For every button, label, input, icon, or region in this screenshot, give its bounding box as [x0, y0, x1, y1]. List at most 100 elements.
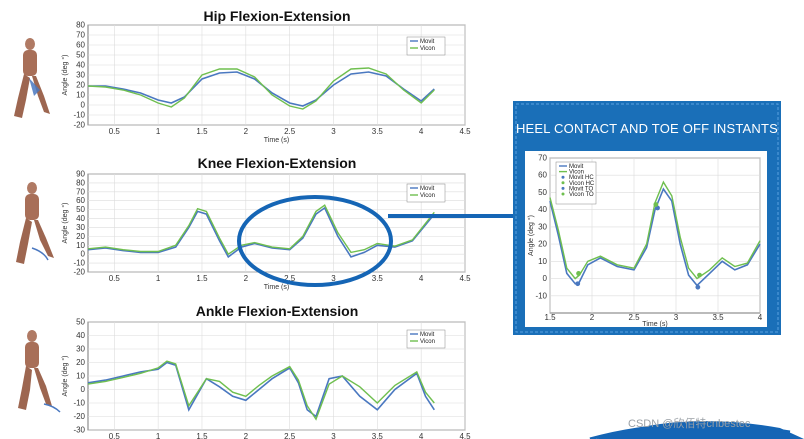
chart-knee: Knee Flexion-Extension -20-1001020304050… — [61, 155, 471, 291]
xtick-label-ankle-4: 2.5 — [284, 432, 296, 439]
series-line-hip-vicon — [87, 67, 435, 110]
legend-label-knee-1: Vicon — [420, 193, 435, 199]
legend-label-knee-0: Movit — [420, 186, 435, 192]
marker-movit-to-1 — [695, 284, 701, 290]
legend-label-hip-0: Movit — [420, 39, 435, 45]
xtick-label-ankle-0: 0.5 — [109, 432, 121, 439]
xtick-label-hip-0: 0.5 — [109, 127, 121, 136]
ytick-label-hip-0: -20 — [73, 121, 85, 130]
xtick-label-knee-1: 1 — [156, 274, 161, 283]
ytick-label-ankle-6: 30 — [76, 345, 85, 354]
plot-area-knee — [87, 173, 466, 273]
legend-marker-label-zoom-1: Vicon HC — [569, 181, 595, 187]
ytick-label-hip-10: 80 — [76, 21, 85, 30]
xtick-label-knee-4: 2.5 — [284, 274, 296, 283]
human-figure-hip — [14, 38, 50, 118]
xtick-label-hip-2: 1.5 — [196, 127, 208, 136]
ytick-label-hip-4: 20 — [76, 81, 85, 90]
marker-vicon-hc-0 — [653, 202, 659, 207]
ytick-label-ankle-0: -30 — [73, 426, 85, 435]
legend-label-hip-1: Vicon — [420, 46, 435, 52]
xtick-label-ankle-2: 1.5 — [196, 432, 208, 439]
ytick-label-knee-9: 70 — [76, 187, 85, 196]
ytick-label-zoom-1: 0 — [543, 274, 548, 283]
ytick-label-zoom-6: 50 — [538, 188, 547, 197]
legend-marker-zoom-2 — [561, 186, 565, 190]
xtick-label-hip-5: 3 — [331, 127, 336, 136]
xtick-label-knee-3: 2 — [244, 274, 249, 283]
ytick-label-hip-2: 0 — [81, 101, 86, 110]
ytick-label-ankle-8: 50 — [76, 318, 85, 327]
ytick-label-knee-10: 80 — [76, 178, 85, 187]
chart-ankle: Ankle Flexion-Extension -30-20-100102030… — [61, 303, 471, 439]
ytick-label-knee-11: 90 — [76, 170, 85, 179]
zoom-panel-title: HEEL CONTACT AND TOE OFF INSTANTS — [516, 121, 778, 136]
ytick-label-knee-4: 20 — [76, 232, 85, 241]
ytick-label-zoom-5: 40 — [538, 205, 547, 214]
xtick-label-hip-8: 4.5 — [459, 127, 471, 136]
ylabel-hip: Angle (deg °) — [61, 55, 69, 96]
xtick-label-zoom-1: 2 — [590, 313, 595, 322]
ytick-label-hip-9: 70 — [76, 31, 85, 40]
xtick-label-hip-7: 4 — [419, 127, 424, 136]
ytick-label-ankle-7: 40 — [76, 331, 85, 340]
ytick-label-ankle-1: -20 — [73, 412, 85, 421]
xlabel-zoom: Time (s) — [642, 321, 667, 328]
xtick-label-ankle-7: 4 — [419, 432, 424, 439]
ytick-label-hip-7: 50 — [76, 51, 85, 60]
ytick-label-zoom-8: 70 — [538, 154, 547, 163]
ytick-label-knee-0: -20 — [73, 268, 85, 277]
chart-hip: Hip Flexion-Extension -20-10010203040506… — [61, 8, 471, 144]
legend-label-zoom-1: Vicon — [569, 170, 584, 176]
ylabel-knee: Angle (deg °) — [61, 203, 69, 244]
ytick-label-knee-7: 50 — [76, 205, 85, 214]
ytick-label-hip-1: -10 — [73, 111, 85, 120]
ytick-label-zoom-0: -10 — [535, 291, 547, 300]
ytick-label-knee-6: 40 — [76, 214, 85, 223]
series-line-knee-vicon — [87, 204, 435, 256]
human-figure-knee — [16, 182, 54, 264]
ytick-label-knee-5: 30 — [76, 223, 85, 232]
legend-marker-zoom-1 — [561, 181, 565, 185]
xtick-label-zoom-4: 3.5 — [712, 313, 724, 322]
chart-zoom: -10 0 10 20 30 40 50 60 70 1.5 2 2.5 3 3.5 4 Time (s) An… — [527, 154, 763, 329]
xtick-label-hip-3: 2 — [244, 127, 249, 136]
legend-label-zoom-0: Movit — [569, 164, 584, 170]
ytick-label-hip-8: 60 — [76, 41, 85, 50]
ytick-label-ankle-5: 20 — [76, 358, 85, 367]
xtick-label-knee-6: 3.5 — [372, 274, 384, 283]
human-figure-ankle — [18, 330, 61, 413]
series-line-knee-movit — [87, 206, 435, 259]
xtick-label-ankle-8: 4.5 — [459, 432, 471, 439]
highlight-ellipse — [237, 195, 393, 287]
chart-title-knee: Knee Flexion-Extension — [198, 155, 357, 171]
xtick-label-zoom-3: 3 — [674, 313, 679, 322]
ytick-label-ankle-4: 10 — [76, 372, 85, 381]
marker-vicon-to-1 — [697, 272, 702, 278]
bottom-arc-line — [589, 422, 791, 439]
xtick-label-hip-6: 3.5 — [372, 127, 384, 136]
legend-marker-label-zoom-3: Vicon TO — [569, 192, 594, 198]
xtick-label-zoom-0: 1.5 — [544, 313, 556, 322]
ytick-label-zoom-4: 30 — [538, 222, 547, 231]
xtick-label-knee-0: 0.5 — [109, 274, 121, 283]
marker-movit-to-0 — [575, 281, 581, 287]
ytick-label-ankle-3: 0 — [81, 385, 86, 394]
legend-label-ankle-1: Vicon — [420, 339, 435, 345]
xtick-label-hip-1: 1 — [156, 127, 161, 136]
legend-marker-label-zoom-0: Movit HC — [569, 175, 594, 181]
ylabel-zoom: Angle (deg °) — [527, 215, 535, 256]
xtick-label-ankle-1: 1 — [156, 432, 161, 439]
xtick-label-knee-5: 3 — [331, 274, 336, 283]
xtick-label-zoom-2: 2.5 — [628, 313, 640, 322]
series-line-ankle-vicon — [87, 360, 435, 421]
ytick-label-knee-2: 0 — [81, 250, 86, 259]
xtick-label-ankle-3: 2 — [244, 432, 249, 439]
ylabel-ankle: Angle (deg °) — [61, 356, 69, 397]
xtick-label-ankle-5: 3 — [331, 432, 336, 439]
ytick-label-knee-1: -10 — [73, 259, 85, 268]
xlabel-hip: Time (s) — [264, 137, 289, 144]
watermark: CSDN @欣佰特cnbestec — [628, 416, 751, 430]
xtick-label-knee-7: 4 — [419, 274, 424, 283]
